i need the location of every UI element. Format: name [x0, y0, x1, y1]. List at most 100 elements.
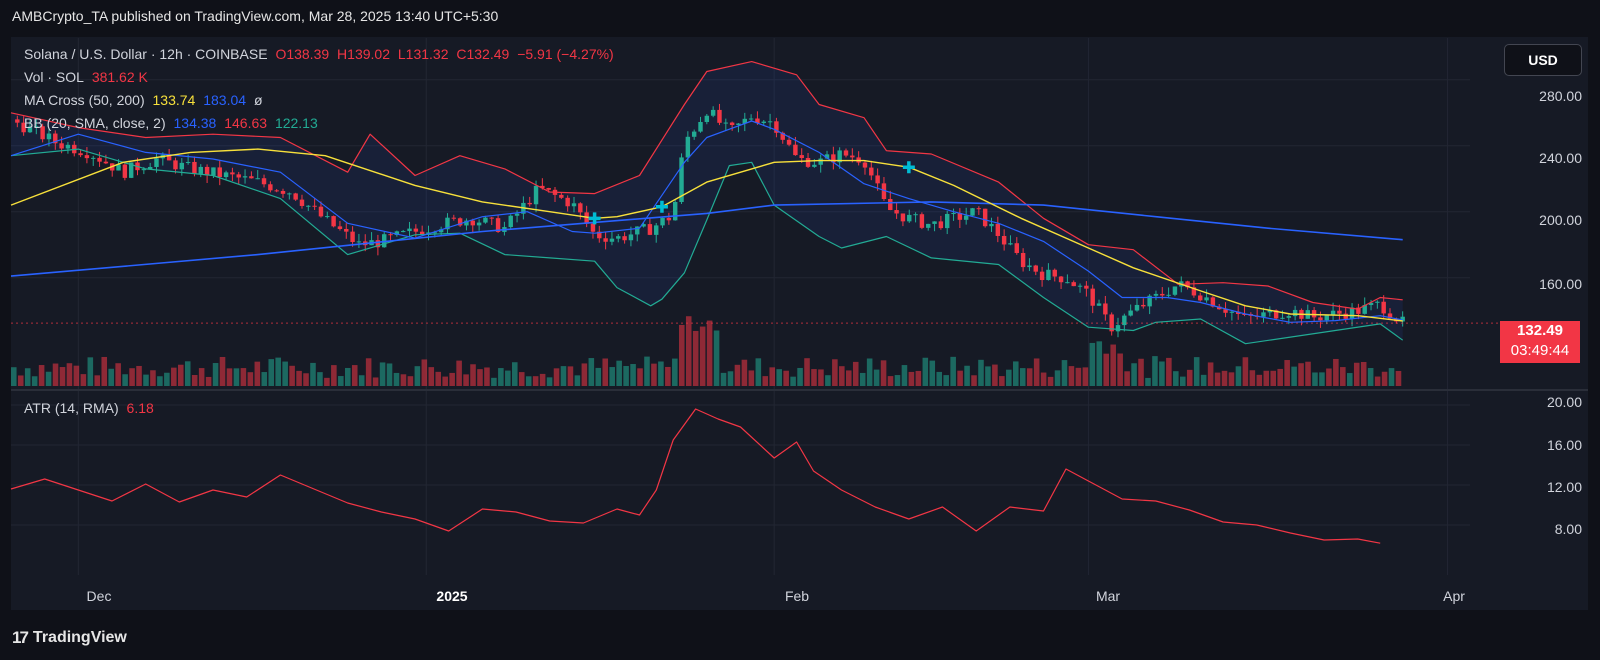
candle-body — [419, 231, 425, 235]
volume-bar — [1326, 368, 1332, 386]
candle-body — [970, 208, 975, 216]
chart-frame[interactable] — [11, 37, 1588, 610]
brand-name: TradingView — [32, 629, 127, 646]
candle-body — [622, 236, 627, 241]
volume-bar — [672, 358, 678, 386]
candle-body — [837, 150, 842, 163]
candle-body — [907, 214, 912, 222]
volume-bar — [143, 374, 149, 386]
candle-body — [590, 223, 596, 232]
volume-bar — [588, 358, 595, 386]
candle-body — [1166, 294, 1171, 296]
candle-body — [559, 194, 564, 198]
volume-bar — [386, 363, 393, 386]
candle-body — [476, 222, 482, 226]
candle-body — [236, 174, 241, 178]
volume-bar — [616, 360, 622, 386]
volume-bar — [1242, 357, 1249, 386]
candle-body — [217, 167, 222, 178]
volume-bar — [442, 376, 448, 386]
candle-body — [957, 213, 963, 220]
candle-body — [793, 144, 798, 156]
candle-body — [287, 193, 292, 195]
volume-bar — [498, 368, 504, 386]
volume-bar — [59, 367, 66, 386]
candle-body — [1052, 269, 1057, 277]
volume-bar — [852, 361, 859, 386]
symbol-title[interactable]: Solana / U.S. Dollar · 12h · COINBASE — [24, 46, 268, 62]
candle-body — [1286, 316, 1292, 318]
atr-line — [10, 408, 1381, 544]
candle-body — [147, 166, 153, 170]
candle-body — [963, 215, 969, 220]
candle-body — [508, 215, 513, 228]
candle-body — [84, 155, 90, 159]
candle-body — [742, 118, 747, 124]
candle-body — [748, 118, 754, 120]
volume-bar — [115, 363, 121, 386]
candle-body — [407, 228, 412, 232]
candle-body — [584, 212, 589, 224]
volume-bar — [1388, 368, 1395, 386]
volume-bar — [665, 366, 671, 386]
volume-bar — [1089, 342, 1096, 386]
volume-bar — [80, 374, 87, 386]
volume-bar — [734, 364, 741, 386]
candle-body — [46, 133, 52, 140]
candle-body — [1261, 312, 1266, 317]
bb-label[interactable]: BB (20, SMA, close, 2) — [24, 115, 166, 131]
volume-bar — [1395, 370, 1402, 386]
volume-bar — [546, 377, 553, 386]
candle-body — [312, 205, 317, 207]
candle-body — [274, 190, 279, 192]
volume-label[interactable]: Vol · SOL — [24, 69, 84, 85]
candle-body — [578, 203, 583, 213]
candle-body — [470, 220, 475, 226]
volume-bar — [1159, 361, 1165, 386]
volume-legend-row: Vol · SOL 381.62 K — [24, 69, 152, 85]
volume-bar — [783, 370, 789, 386]
volume-bar — [832, 359, 838, 386]
candle-body — [647, 224, 653, 235]
atr-label[interactable]: ATR (14, RMA) — [24, 400, 119, 416]
candle-body — [609, 238, 615, 242]
candle-body — [1001, 235, 1007, 245]
candle-body — [672, 202, 678, 221]
candle-body — [103, 161, 109, 164]
candle-body — [375, 240, 381, 248]
candle-body — [843, 150, 849, 156]
candle-body — [982, 208, 988, 227]
candle-body — [932, 221, 937, 224]
candle-body — [926, 223, 931, 228]
candle-body — [888, 199, 893, 211]
price-tick-label: 160.00 — [1539, 276, 1582, 292]
volume-bar — [880, 360, 887, 386]
volume-bar — [1173, 371, 1179, 386]
candle-body — [1381, 301, 1386, 314]
candle-body — [344, 228, 349, 232]
volume-bar — [372, 377, 379, 386]
volume-bar — [971, 375, 977, 386]
candle-body — [97, 157, 102, 162]
candle-body — [913, 214, 918, 216]
volume-bar — [45, 371, 52, 386]
volume-bar — [1019, 368, 1026, 386]
volume-bar — [421, 359, 428, 386]
candle-body — [1400, 316, 1405, 322]
volume-bar — [553, 368, 560, 386]
volume-bar — [52, 363, 59, 386]
volume-bar — [282, 361, 288, 386]
volume-bar — [484, 367, 490, 386]
volume-bar — [1006, 369, 1012, 386]
volume-bar — [567, 366, 574, 386]
candle-body — [546, 188, 551, 190]
tradingview-brand[interactable]: 17 TradingView — [12, 628, 127, 648]
currency-button[interactable]: USD — [1504, 44, 1582, 76]
candle-body — [710, 109, 716, 116]
candle-body — [774, 121, 779, 133]
volume-bar — [574, 375, 581, 386]
volume-bar — [456, 360, 462, 386]
ma-cross-label[interactable]: MA Cross (50, 200) — [24, 92, 145, 108]
volume-bar — [101, 356, 108, 386]
